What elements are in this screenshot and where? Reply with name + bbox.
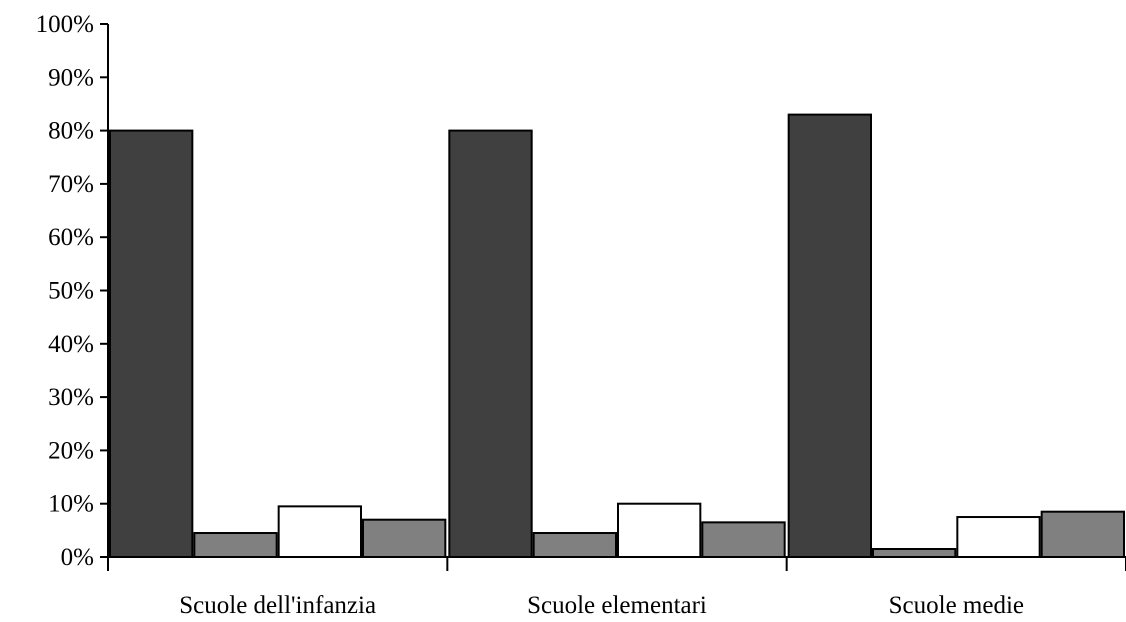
y-tick-label: 50%	[48, 278, 94, 305]
y-tick-label: 100%	[36, 11, 94, 38]
bar-series-3	[617, 502, 702, 559]
axes-group	[107, 24, 1126, 558]
y-tick-label: 90%	[48, 64, 94, 91]
bar-series-1	[109, 129, 194, 558]
category-label: Scuole medie	[889, 592, 1024, 619]
y-tick-label: 10%	[48, 491, 94, 518]
category-label: Scuole dell'infanzia	[179, 592, 376, 619]
bar-series-2	[193, 532, 278, 559]
bar-series-4	[701, 521, 786, 558]
bar-series-2	[872, 548, 957, 559]
y-tick-label: 60%	[48, 224, 94, 251]
category-label: Scuole elementari	[527, 592, 707, 619]
y-axis-ticks: 0% 10% 20% 30% 40% 50% 60% 70% 80% 90% 100%	[36, 11, 108, 571]
category-labels: Scuole dell'infanzia Scuole elementari Scu…	[179, 592, 1024, 619]
y-tick-label: 30%	[48, 384, 94, 411]
y-tick-label: 70%	[48, 171, 94, 198]
y-tick-label: 40%	[48, 331, 94, 358]
bar-series-3	[277, 505, 362, 558]
bar-series-4	[1040, 510, 1125, 559]
y-tick-label: 0%	[61, 544, 94, 571]
bar-series-1	[448, 129, 533, 558]
y-tick-label: 80%	[48, 118, 94, 145]
bars-group	[109, 113, 1125, 559]
bar-series-3	[956, 516, 1041, 559]
bar-series-2	[532, 532, 618, 559]
x-axis-ticks	[107, 557, 1126, 571]
y-tick-label: 20%	[48, 437, 94, 464]
bar-series-1	[787, 113, 873, 559]
bar-series-4	[362, 518, 447, 559]
